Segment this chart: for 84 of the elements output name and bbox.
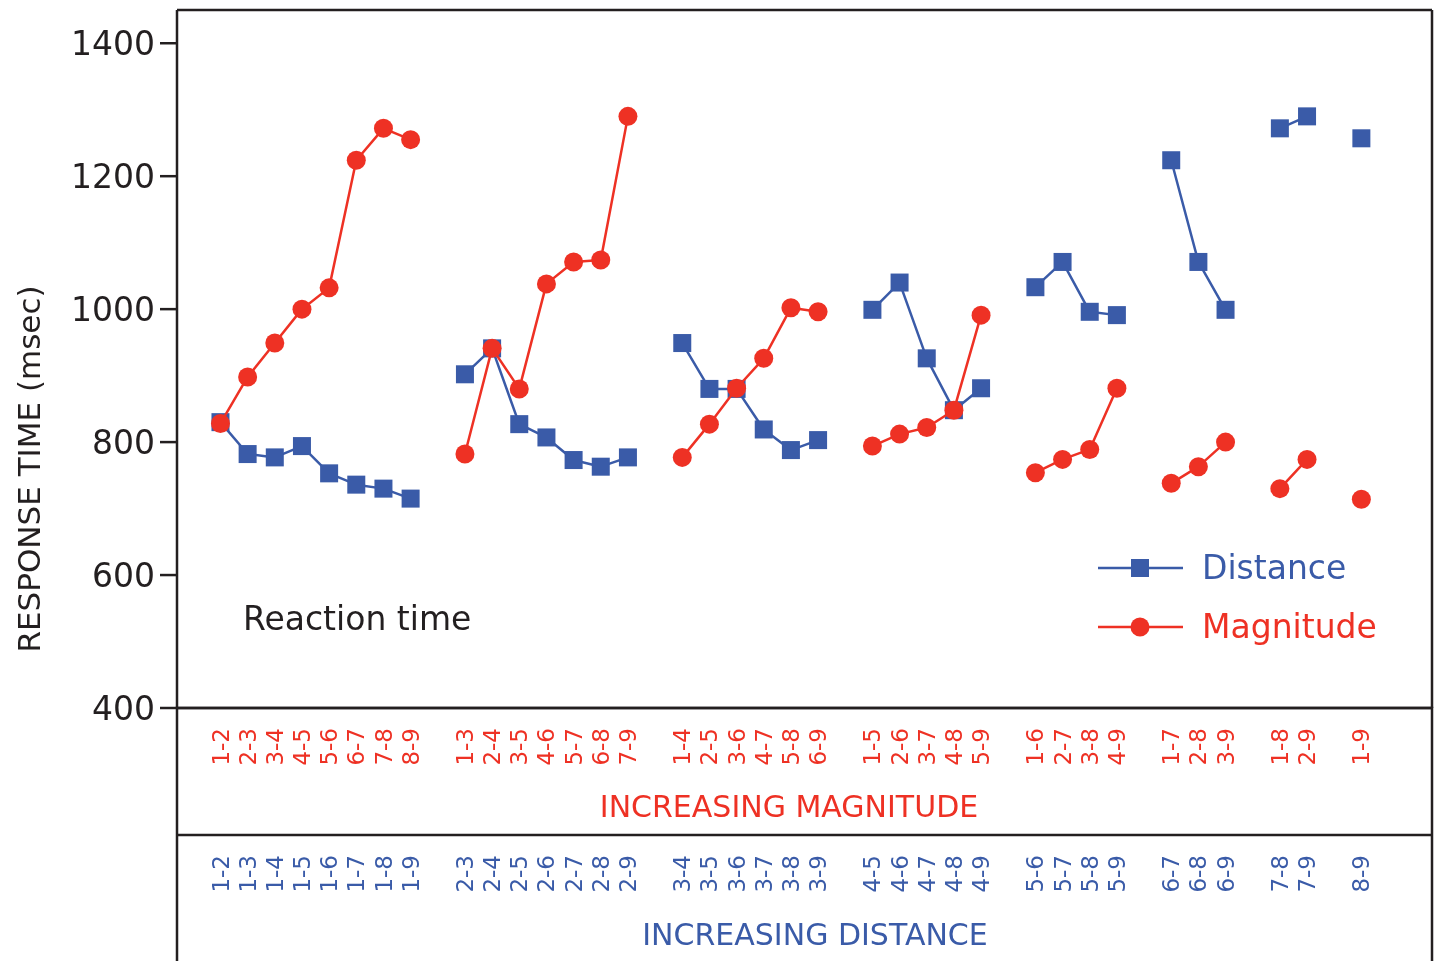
- text: 6-7: [1158, 855, 1185, 893]
- text: 3-6: [723, 855, 750, 893]
- x-tick-label: 4-9: [1103, 728, 1130, 766]
- x-tick-label: 3-4: [261, 728, 288, 766]
- text: 4-6: [886, 855, 913, 893]
- text: 2-4: [479, 855, 506, 893]
- x-tick-label: 3-8: [1076, 728, 1103, 766]
- text: 7-8: [1266, 855, 1293, 893]
- x-tick-label: 1-8: [1266, 728, 1293, 766]
- x-tick-label: 3-9: [1212, 728, 1239, 766]
- text: 1-9: [397, 855, 424, 893]
- text: 2-9: [614, 855, 641, 893]
- text: 3-9: [805, 855, 832, 893]
- x-tick-label: 5-8: [777, 728, 804, 766]
- y-tick-label: 800: [92, 422, 155, 462]
- text: 8-9: [1348, 855, 1375, 893]
- text: 4-8: [940, 855, 967, 893]
- text: INCREASING DISTANCE: [642, 917, 988, 952]
- x-tick-label: 8-9: [397, 728, 424, 766]
- x-tick-label: 7-8: [370, 728, 397, 766]
- x-axis-title: INCREASING MAGNITUDE: [599, 789, 979, 824]
- text: 3-7: [750, 855, 777, 893]
- y-tick-label: 600: [92, 555, 155, 595]
- text: 1-2: [207, 855, 234, 893]
- x-tick-label: 2-8: [1185, 728, 1212, 766]
- y-axis-title: RESPONSE TIME (msec): [11, 285, 47, 653]
- text: 6-9: [1212, 855, 1239, 893]
- x-tick-label: 2-3: [234, 728, 261, 766]
- text: 2-8: [587, 855, 614, 893]
- x-tick-label: 1-3: [451, 728, 478, 766]
- text: 7-9: [1294, 855, 1321, 893]
- x-tick-label: 4-7: [750, 728, 777, 766]
- x-tick-label: 1-6: [1022, 728, 1049, 766]
- x-tick-label: 2-5: [696, 728, 723, 766]
- y-tick-label: 1400: [71, 23, 155, 63]
- y-tick-label: 400: [92, 688, 155, 728]
- x-tick-label: 1-9: [1348, 728, 1375, 766]
- x-tick-label: 2-9: [1294, 728, 1321, 766]
- text: 5-7: [1049, 855, 1076, 893]
- text: 3-4: [669, 855, 696, 893]
- x-tick-label: 1-4: [669, 728, 696, 766]
- text: 2-3: [451, 855, 478, 893]
- text: 5-6: [1022, 855, 1049, 893]
- text: 2-6: [533, 855, 560, 893]
- x-tick-label: 6-7: [343, 728, 370, 766]
- x-tick-label: 4-6: [533, 728, 560, 766]
- x-tick-label: 1-5: [859, 728, 886, 766]
- x-tick-label: 3-5: [506, 728, 533, 766]
- text: 1-7: [343, 855, 370, 893]
- x-tick-label: 2-4: [479, 728, 506, 766]
- text: 5-8: [1076, 855, 1103, 893]
- text: 5-9: [1103, 855, 1130, 893]
- x-tick-label: 3-6: [723, 728, 750, 766]
- x-tick-label: 1-7: [1158, 728, 1185, 766]
- x-tick-label: 2-7: [1049, 728, 1076, 766]
- x-tick-label: 3-7: [913, 728, 940, 766]
- x-tick-label: 5-9: [968, 728, 995, 766]
- text: 2-7: [560, 855, 587, 893]
- annotation: Reaction time: [243, 599, 472, 638]
- x-tick-label: 6-8: [587, 728, 614, 766]
- text: 3-5: [696, 855, 723, 893]
- text: 4-9: [968, 855, 995, 893]
- text: 2-5: [506, 855, 533, 893]
- y-tick-label: 1200: [71, 156, 155, 196]
- text: 3-8: [777, 855, 804, 893]
- x-tick-label: 4-8: [940, 728, 967, 766]
- x-tick-label: 7-9: [614, 728, 641, 766]
- legend-label: Magnitude: [1202, 607, 1377, 646]
- legend-label: Distance: [1202, 548, 1347, 587]
- text: 1-4: [261, 855, 288, 893]
- x-tick-label: 2-6: [886, 728, 913, 766]
- x-tick-label: 5-7: [560, 728, 587, 766]
- y-tick-label: 1000: [71, 289, 155, 329]
- x-tick-label: 1-2: [207, 728, 234, 766]
- text: 1-5: [289, 855, 316, 893]
- x-tick-label: 5-6: [316, 728, 343, 766]
- x-tick-label: 6-9: [805, 728, 832, 766]
- text: 1-8: [370, 855, 397, 893]
- text: 1-6: [316, 855, 343, 893]
- text: 6-8: [1185, 855, 1212, 893]
- text: 1-3: [234, 855, 261, 893]
- text: 4-5: [859, 855, 886, 893]
- x-tick-label: 4-5: [289, 728, 316, 766]
- text: 4-7: [913, 855, 940, 893]
